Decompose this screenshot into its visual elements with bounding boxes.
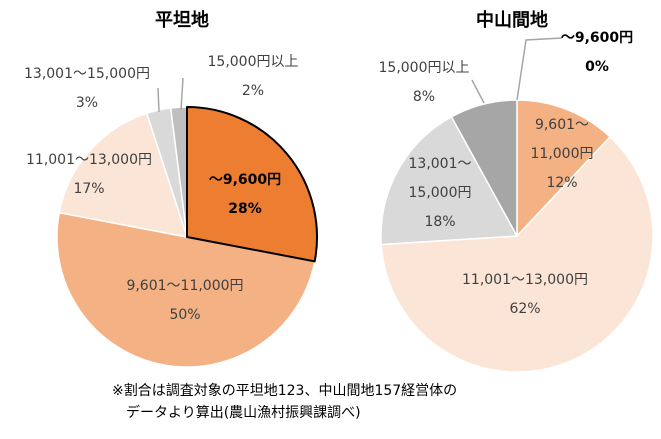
leader-line xyxy=(180,77,184,111)
pie-slice xyxy=(380,116,518,246)
slice-category: 15,000円以上 xyxy=(207,54,299,70)
slice-percent: 12% xyxy=(546,175,578,191)
slice-percent: 0% xyxy=(585,59,609,75)
pie-slice xyxy=(56,211,316,368)
footnote: データより算出(農山漁村振興課調べ) xyxy=(126,405,361,421)
chart-title: 中山間地 xyxy=(476,10,548,31)
slice-percent: 2% xyxy=(241,83,265,99)
slice-category: 13,001～15,000円 xyxy=(24,66,150,82)
slice-category: 13,001～15,000円 xyxy=(408,156,472,201)
slice-category: 11,001～13,000円 xyxy=(462,272,588,288)
slice-category: 9,601～11,000円 xyxy=(126,278,244,294)
leader-line xyxy=(157,87,160,113)
pie-slice xyxy=(450,99,518,237)
leader-line xyxy=(516,37,563,101)
slice-percent: 17% xyxy=(73,181,105,197)
slice-category: ～9,600円 xyxy=(208,172,282,188)
slice-category: ～9,600円 xyxy=(560,30,634,46)
slice-category: 9,601～11,000円 xyxy=(530,117,594,162)
slice-percent: 62% xyxy=(509,301,541,317)
leader-line xyxy=(471,79,485,104)
pie-slice xyxy=(186,106,318,263)
slice-percent: 50% xyxy=(169,307,201,323)
pie-slice xyxy=(516,99,611,237)
slice-category: 11,001～13,000円 xyxy=(26,152,152,168)
pie-slice xyxy=(58,112,188,238)
chart-title: 平坦地 xyxy=(155,10,209,31)
slice-percent: 3% xyxy=(75,95,99,111)
slice-percent: 18% xyxy=(424,214,456,230)
slice-category: 15,000円以上 xyxy=(378,60,470,76)
slice-percent: 8% xyxy=(412,89,436,105)
slice-percent: 28% xyxy=(228,201,262,217)
footnote: ※割合は調査対象の平坦地123、中山間地157経営体の xyxy=(112,383,458,399)
pie-slice xyxy=(380,136,654,373)
